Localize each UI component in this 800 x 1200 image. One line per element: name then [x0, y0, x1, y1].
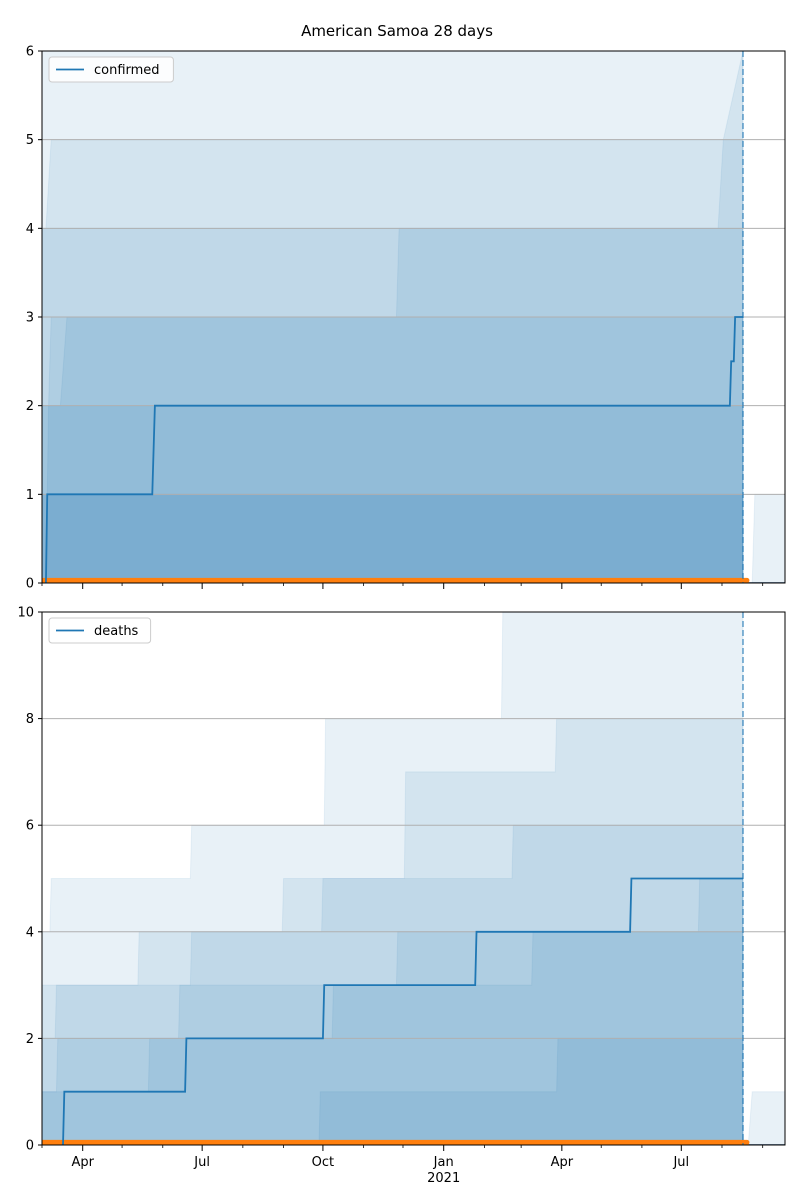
y-tick-label-6: 6 — [26, 819, 34, 834]
y-tick-label-4: 4 — [26, 925, 34, 940]
confidence-band-0 — [42, 612, 744, 1145]
confidence-band-4 — [42, 316, 744, 583]
chart-title: American Samoa 28 days — [301, 22, 493, 40]
legend-box — [48, 617, 152, 644]
axes-frame — [41, 611, 786, 1146]
y-tick-label-5: 5 — [26, 133, 34, 148]
y-tick-label-8: 8 — [26, 712, 34, 727]
legend-label: deaths — [94, 624, 139, 639]
x-tick-label-5: Jul — [672, 1155, 689, 1170]
y-tick-label-2: 2 — [26, 399, 34, 414]
confirmed-line — [45, 316, 743, 583]
deaths-line — [62, 877, 743, 1145]
x-tick-label-0: Apr — [71, 1155, 94, 1170]
confidence-band-8 — [751, 493, 785, 583]
legend-box — [48, 56, 174, 83]
y-tick-label-4: 4 — [26, 222, 34, 237]
y-tick-label-6: 6 — [26, 45, 34, 60]
x-tick-label-3: Jan — [433, 1155, 454, 1170]
x-year-label: 2021 — [427, 1171, 460, 1186]
y-tick-label-1: 1 — [26, 488, 34, 503]
confidence-band-6 — [747, 1091, 785, 1145]
plot-area — [42, 51, 785, 583]
y-tick-label-0: 0 — [26, 577, 34, 592]
confirmed-panel: 0 1 2 3 4 5 6 confirmed — [26, 45, 786, 592]
y-tick-label-2: 2 — [26, 1032, 34, 1047]
y-tick-label-0: 0 — [26, 1139, 34, 1154]
y-tick-label-3: 3 — [26, 311, 34, 326]
confidence-band-7 — [42, 493, 744, 583]
x-tick-label-1: Jul — [193, 1155, 210, 1170]
confidence-band-3 — [42, 878, 744, 1145]
x-tick-label-4: Apr — [551, 1155, 574, 1170]
x-tick-label-2: Oct — [312, 1155, 334, 1170]
legend-label: confirmed — [94, 63, 160, 78]
plot-area — [42, 612, 785, 1145]
y-tick-label-10: 10 — [17, 606, 34, 621]
deaths-panel: 0 2 4 6 8 10 Apr Jul Oct Jan Apr Jul 2021 deaths — [17, 606, 786, 1186]
